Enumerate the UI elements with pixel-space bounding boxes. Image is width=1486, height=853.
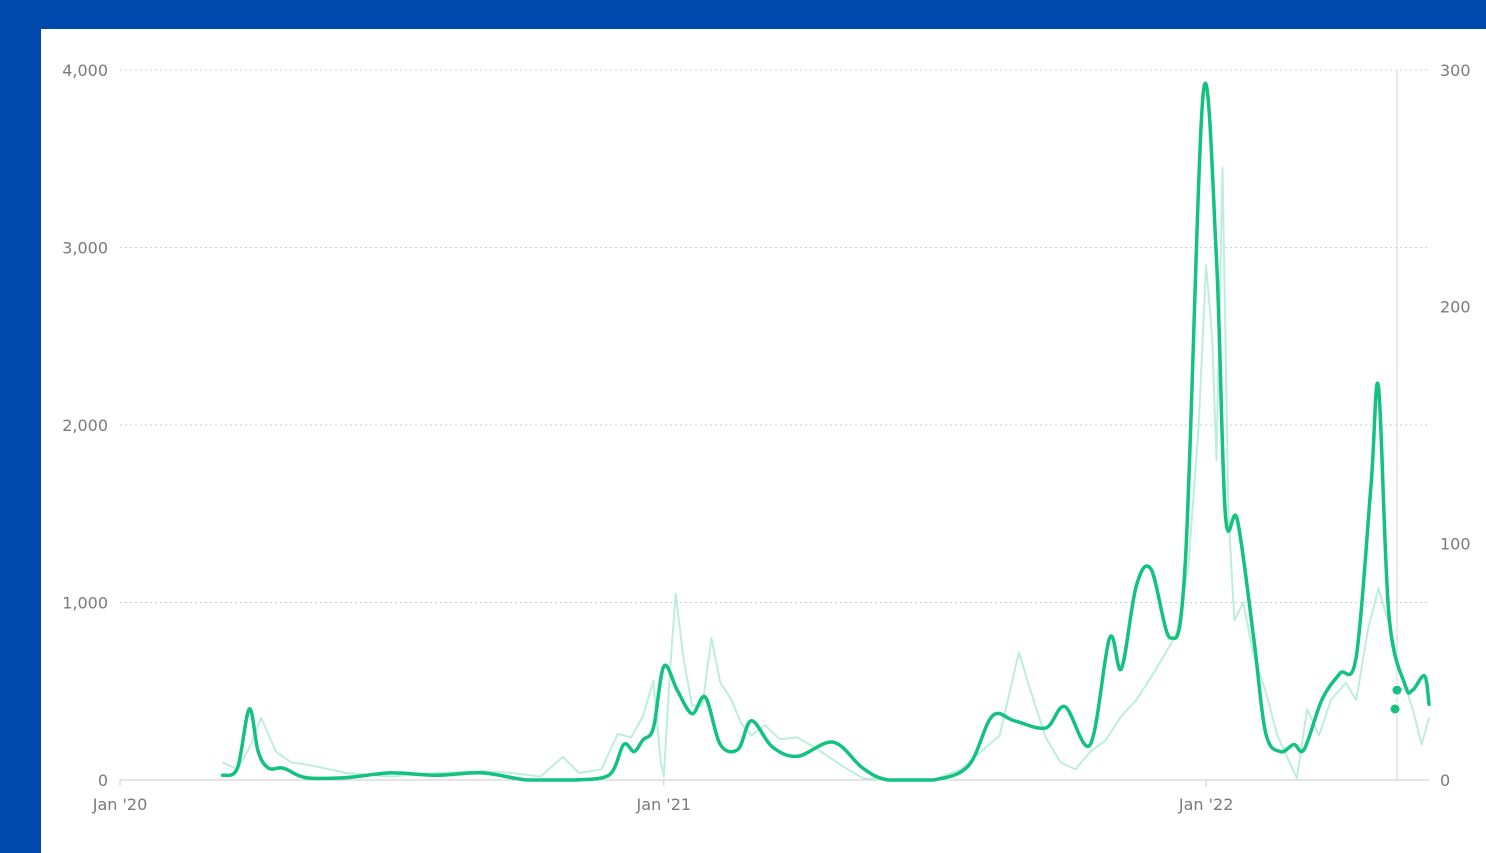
chart-panel: 0 1,000 2,000 3,000 4,000 0 100 200 300 Jan '20 Ja… (41, 29, 1486, 853)
gridlines (120, 69, 1429, 603)
x-tick-label: Jan '21 (636, 795, 692, 814)
hover-marker-average (1390, 683, 1404, 697)
series-lines (220, 81, 1431, 782)
x-tick-label: Jan '20 (92, 795, 148, 814)
y-right-tick-label: 200 (1440, 298, 1471, 317)
series-line-daily (222, 166, 1430, 781)
x-tick-label: Jan '22 (1178, 795, 1234, 814)
y-left-tick-label: 0 (98, 771, 108, 790)
tick-labels: 0 1,000 2,000 3,000 4,000 0 100 200 300 Jan '20 Ja… (62, 61, 1470, 814)
axes (119, 70, 1429, 786)
y-right-tick-label: 100 (1440, 534, 1471, 553)
line-chart: 0 1,000 2,000 3,000 4,000 0 100 200 300 Jan '20 Ja… (62, 61, 1470, 814)
y-left-tick-label: 1,000 (62, 594, 108, 613)
y-left-tick-label: 4,000 (62, 61, 108, 80)
y-right-tick-label: 0 (1440, 771, 1450, 790)
y-right-tick-label: 300 (1440, 61, 1471, 80)
hover-marker-daily (1388, 702, 1402, 716)
y-left-tick-label: 2,000 (62, 416, 108, 435)
y-left-tick-label: 3,000 (62, 239, 108, 258)
series-line-average (220, 81, 1431, 782)
